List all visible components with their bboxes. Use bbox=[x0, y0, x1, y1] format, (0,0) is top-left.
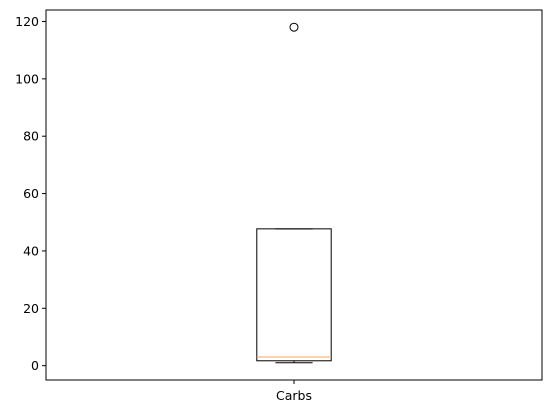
y-tick-label: 20 bbox=[23, 301, 39, 316]
x-tick-label: Carbs bbox=[276, 388, 312, 403]
outlier-point bbox=[289, 22, 299, 32]
plot-area-frame bbox=[45, 9, 543, 381]
interquartile-box bbox=[256, 228, 332, 362]
y-tick-label: 60 bbox=[23, 186, 39, 201]
y-tick-label: 100 bbox=[15, 71, 39, 86]
y-tick-label: 40 bbox=[23, 243, 39, 258]
x-axis: Carbs bbox=[276, 380, 312, 403]
y-axis: 0 20 40 60 80 100 120 bbox=[15, 14, 46, 373]
y-tick-label: 120 bbox=[15, 14, 39, 29]
y-tick-label: 0 bbox=[31, 358, 39, 373]
y-tick-label: 80 bbox=[23, 129, 39, 144]
box-series bbox=[256, 22, 332, 364]
